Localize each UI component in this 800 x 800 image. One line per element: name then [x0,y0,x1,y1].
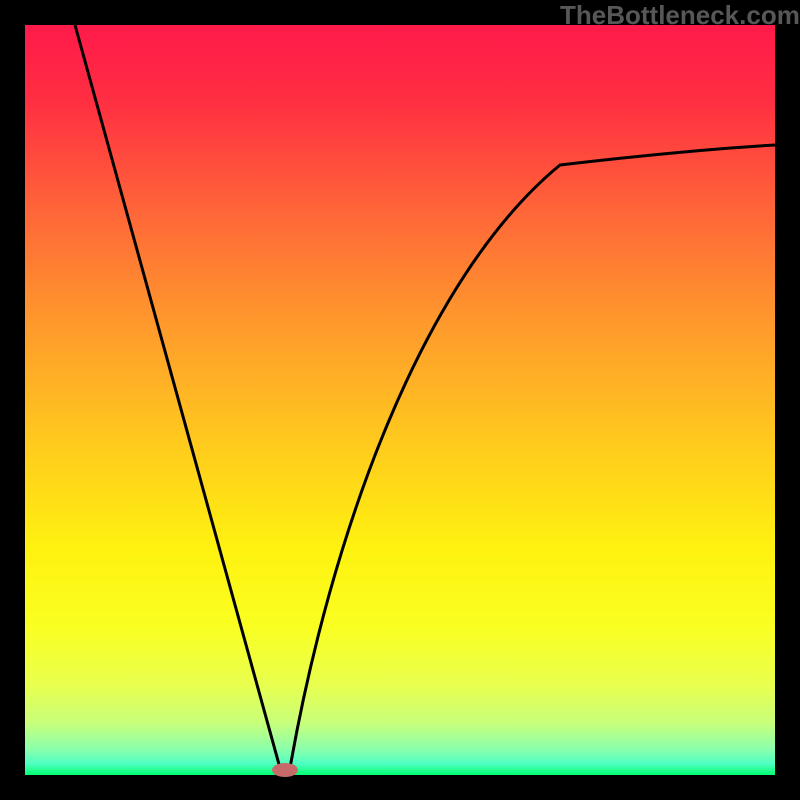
chart-gradient-background [25,25,775,775]
watermark-text: TheBottleneck.com [560,0,800,31]
